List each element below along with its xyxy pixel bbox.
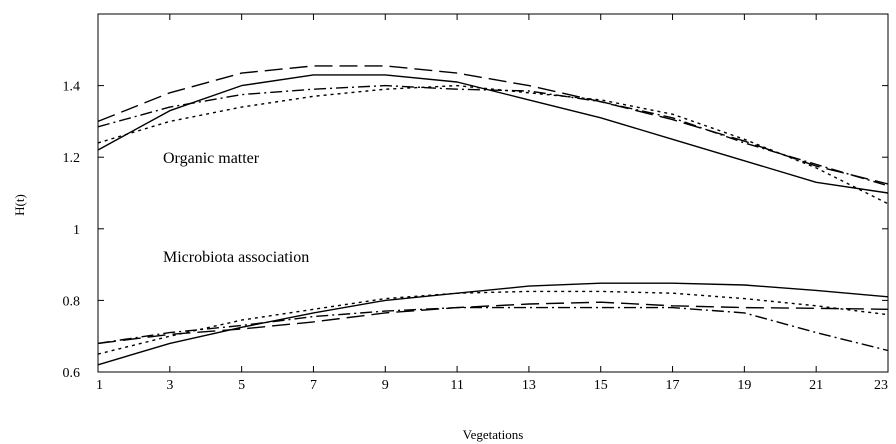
series-line-microbiota-dash-dot [97,306,889,352]
x-tick-label: 23 [874,378,888,393]
series-line-organic-dotted [97,84,889,205]
x-tick-label: 5 [238,378,245,393]
x-tick-label: 17 [666,378,680,393]
y-tick-label: 0.8 [63,294,81,309]
x-tick-label: 3 [166,378,173,393]
y-tick-label: 0.6 [63,366,81,381]
x-tick-label: 21 [809,378,823,393]
axis-ticks [97,14,889,373]
series-line-organic-solid [97,74,889,194]
series-line-organic-dash-dot [97,84,889,187]
x-tick-label: 1 [96,378,103,393]
x-tick-label: 9 [382,378,389,393]
annotation-microbiota-association: Microbiota association [163,249,309,266]
annotation-organic-matter: Organic matter [163,150,260,167]
series-line-organic-long-dash [97,65,889,185]
x-tick-label: 11 [450,378,463,393]
y-axis-label: H(t) [12,194,27,216]
series-line-microbiota-long-dash [97,301,889,345]
series-line-microbiota-dotted [97,290,889,355]
x-tick-label: 19 [737,378,751,393]
plot-frame [97,13,889,373]
y-tick-label: 1.2 [63,151,81,166]
x-tick-label: 15 [594,378,608,393]
tick-labels: 1 3 5 7 9 11 13 15 17 19 21 230.60.811.21.4 [63,80,889,393]
y-tick-label: 1.4 [63,80,81,95]
series-lines [97,65,889,366]
y-tick-label: 1 [73,223,80,238]
x-axis-label: Vegetations [463,427,524,442]
x-tick-label: 7 [310,378,317,393]
x-tick-label: 13 [522,378,536,393]
series-line-microbiota-solid [97,282,889,366]
